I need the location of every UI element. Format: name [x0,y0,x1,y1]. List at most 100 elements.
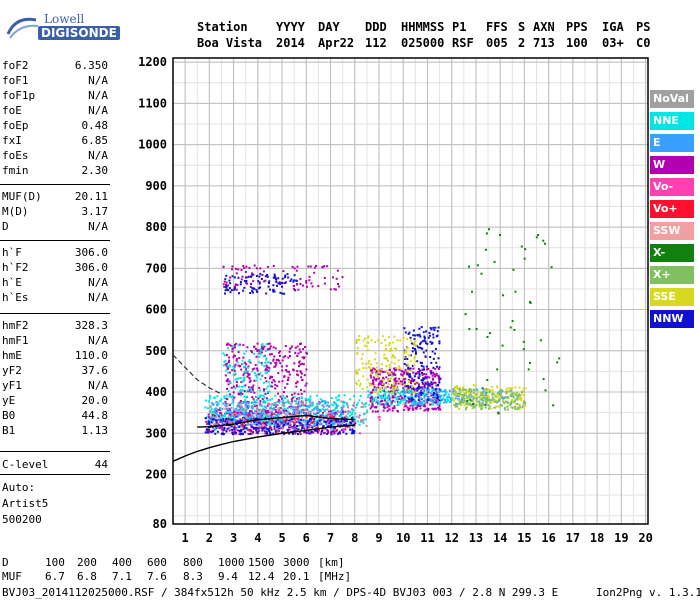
echo-point [517,406,519,409]
echo-point [312,418,315,420]
echo-point [422,391,425,394]
echo-point [344,419,347,422]
echo-point [267,285,270,288]
echo-point [393,405,396,408]
echo-point [210,431,213,434]
echo-point [308,427,311,430]
echo-point [439,396,441,398]
echo-point [420,394,423,397]
echo-point [431,350,434,353]
echo-point [457,387,460,390]
echo-point [380,403,383,406]
echo-point [220,421,223,424]
echo-point [430,394,433,397]
echo-point [425,382,428,385]
echo-point [417,368,420,370]
echo-point [407,384,410,387]
echo-point [418,373,421,375]
echo-point [454,393,457,396]
echo-point [428,388,431,391]
echo-point [413,364,416,367]
echo-point [496,401,499,404]
echo-point [235,342,238,345]
echo-point [455,387,458,389]
echo-point [410,369,413,372]
echo-point [391,375,394,378]
echo-point [294,346,297,349]
echo-point [258,429,261,432]
echo-point [264,432,267,435]
echo-point [278,425,281,428]
echo-point [405,364,408,367]
echo-point [236,429,239,432]
echo-point [340,420,342,423]
echo-point [516,391,518,394]
echo-point [218,409,221,412]
echo-point [430,342,433,345]
echo-point [434,401,437,404]
echo-point [317,411,320,414]
echo-point [464,391,467,394]
echo-point [485,232,488,235]
echo-point [469,398,472,401]
echo-point [371,369,374,372]
echo-point [281,422,284,425]
echo-point [269,407,272,410]
echo-point [265,431,268,434]
echo-point [275,421,277,424]
echo-point [225,402,228,405]
echo-point [228,359,231,362]
echo-point [482,390,485,393]
echo-point [374,378,377,381]
echo-point [335,277,338,280]
echo-point [231,431,234,434]
header-row2-cell: 2014 [276,36,305,50]
echo-point [371,382,374,385]
echo-point [215,421,218,424]
echo-point [398,401,400,404]
param-row: B1 1.13 [2,423,108,438]
echo-point [417,393,420,396]
ordinary-trace-line [197,414,355,428]
echo-point [289,424,292,427]
echo-point [283,433,285,436]
echo-point [311,403,314,406]
echo-point [338,431,341,434]
echo-point [376,376,379,379]
echo-point [224,374,227,377]
echo-point [241,359,244,362]
echo-point [268,366,271,369]
echo-point [284,355,287,358]
echo-point [380,381,383,384]
echo-point [421,404,424,407]
echo-point [300,401,303,404]
echo-point [367,341,370,344]
x-tick-label: 15 [517,531,531,545]
echo-point [433,373,436,376]
echo-point [293,414,296,417]
echo-point [432,378,435,381]
echo-point [319,414,322,417]
echo-point [390,349,393,352]
echo-point [307,398,310,401]
echo-point [287,276,290,279]
echo-point [413,389,416,392]
echo-point [274,429,277,432]
echo-point [301,379,304,382]
echo-point [371,410,374,413]
echo-point [332,276,334,279]
echo-point [343,394,346,397]
echo-point [400,391,403,394]
echo-point [299,424,302,427]
echo-point [466,403,469,406]
echo-point [427,368,430,370]
echo-point [423,409,426,412]
echo-point [443,390,446,393]
echo-point [225,283,227,286]
echo-point [422,365,425,368]
echo-point [233,288,236,291]
echo-point [454,391,457,394]
echo-point [234,432,237,435]
echo-point [268,420,271,423]
echo-point [437,376,440,379]
